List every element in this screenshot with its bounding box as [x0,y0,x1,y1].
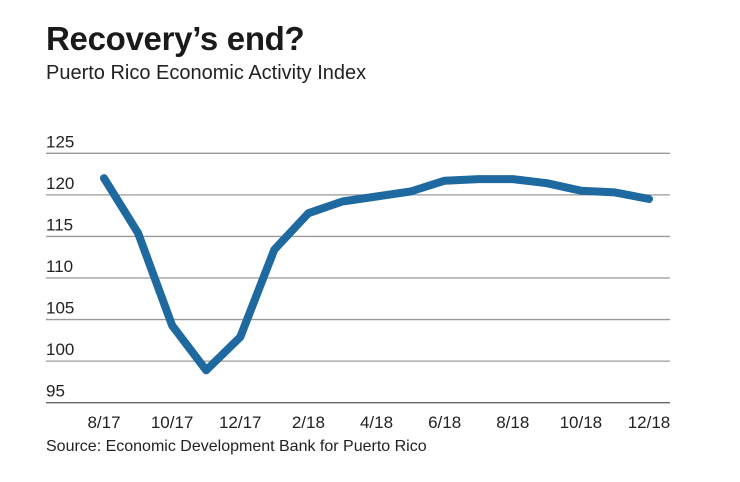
y-tick-label: 120 [46,174,74,193]
y-tick-label: 95 [46,382,65,401]
x-tick-label: 12/17 [219,413,262,432]
series-line [100,174,653,375]
y-tick-label: 110 [46,257,73,276]
y-tick-label: 105 [46,299,74,318]
y-tick-label: 125 [46,132,74,151]
x-tick-label: 2/18 [292,413,325,432]
x-tick-label: 10/17 [151,413,194,432]
x-tick-label: 12/18 [628,413,671,432]
x-tick-label: 6/18 [428,413,461,432]
x-tick-label: 4/18 [360,413,393,432]
y-tick-label: 100 [46,340,74,359]
x-tick-label: 10/18 [560,413,603,432]
x-tick-label: 8/17 [87,413,120,432]
source-note: Source: Economic Development Bank for Pu… [46,438,427,455]
chart-subtitle: Puerto Rico Economic Activity Index [46,62,367,84]
x-tick-label: 8/18 [496,413,529,432]
y-tick-label: 115 [46,215,73,234]
chart-title: Recovery’s end? [46,20,305,57]
